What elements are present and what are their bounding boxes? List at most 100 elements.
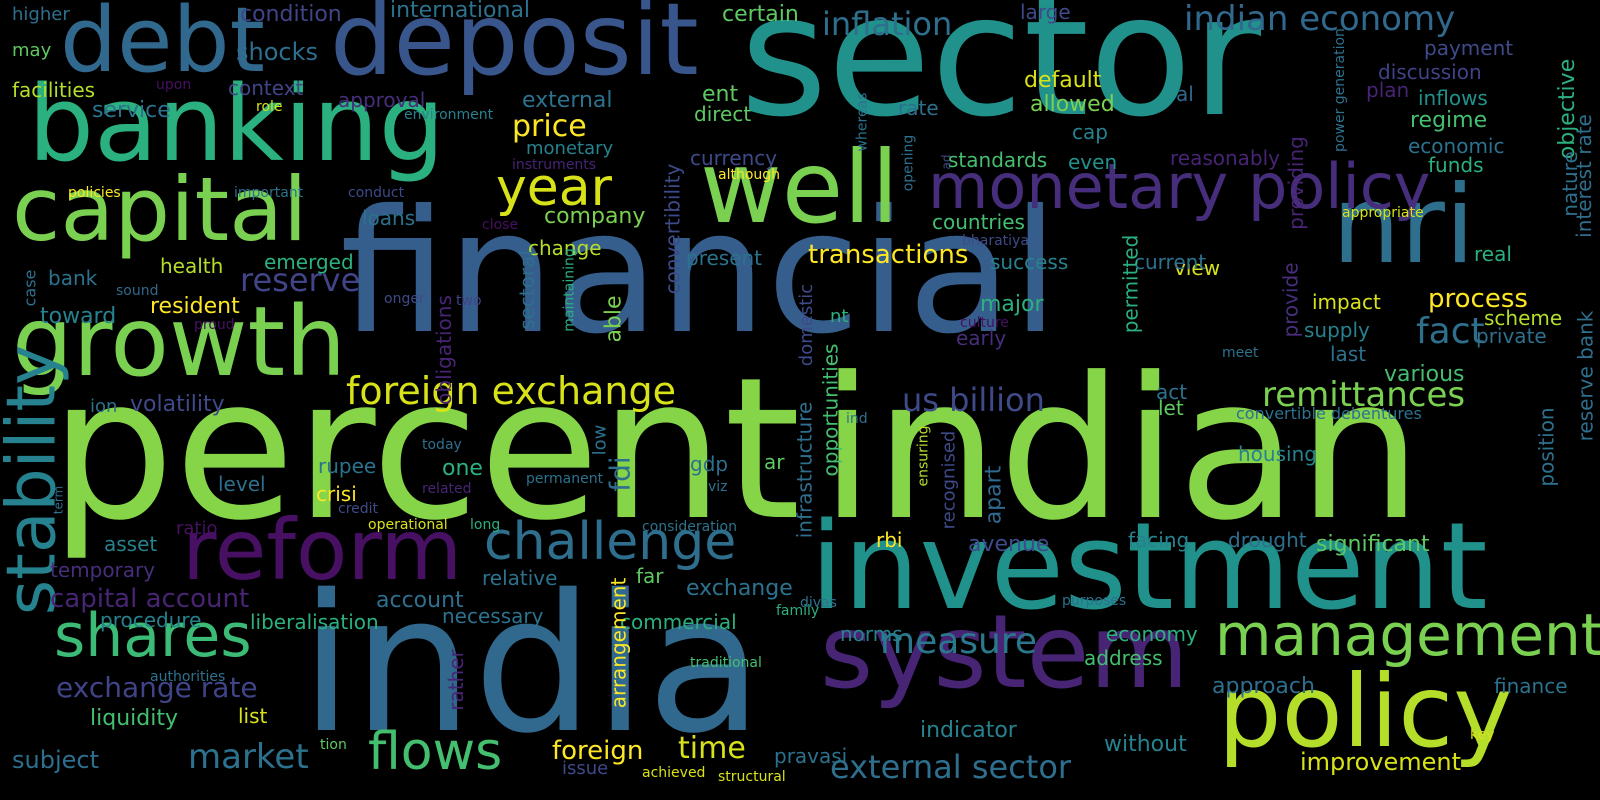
word-drought: drought xyxy=(1228,528,1307,552)
word-percent: percent xyxy=(50,336,801,564)
word-recognised: recognised xyxy=(937,430,959,530)
word-reserve-bank: reserve bank xyxy=(1572,310,1597,442)
word-even: even xyxy=(1068,150,1118,174)
word-purposes: purposes xyxy=(1062,593,1127,609)
word-monetary-policy: monetary policy xyxy=(928,150,1431,223)
word-reform: reform xyxy=(182,501,463,599)
word-interest-rate: interest rate xyxy=(1571,114,1596,238)
word-resident: resident xyxy=(150,294,240,319)
word-approach: approach xyxy=(1212,674,1315,699)
word-relative: relative xyxy=(482,566,558,590)
word-company: company xyxy=(544,204,646,229)
word-nri: nri xyxy=(1332,163,1475,288)
word-indian-economy: indian economy xyxy=(1184,0,1456,39)
word-level: level xyxy=(218,472,266,496)
word-remittances: remittances xyxy=(1262,375,1466,415)
word-toward: toward xyxy=(40,304,117,329)
word-process: process xyxy=(1428,284,1528,314)
word-ratio: ratio xyxy=(176,518,218,539)
word-ent: ent xyxy=(702,82,739,107)
word-term: term xyxy=(50,485,65,515)
word-foreign: foreign xyxy=(552,736,644,766)
word-volatility: volatility xyxy=(130,392,225,417)
word-commercial: commercial xyxy=(620,610,737,634)
word-proud: proud xyxy=(194,317,235,333)
word-economic: economic xyxy=(1408,134,1505,158)
word-various: various xyxy=(1384,362,1465,387)
word-shares: shares xyxy=(54,601,252,671)
word-norms: norms xyxy=(840,622,903,646)
word-ensuring: ensuring xyxy=(915,425,932,487)
word-reserve: reserve xyxy=(240,261,361,299)
word-direct: direct xyxy=(694,102,752,126)
word-system: system xyxy=(820,593,1189,712)
word-liquidity: liquidity xyxy=(90,706,178,731)
word-list: list xyxy=(238,704,268,728)
word-well: well xyxy=(700,129,899,246)
word-whereas: whereas xyxy=(853,92,870,152)
word-although: although xyxy=(718,167,781,183)
word-providing: providing xyxy=(1283,136,1308,230)
word-default: default xyxy=(1024,68,1102,93)
word-transactions: transactions xyxy=(808,240,969,270)
word-external: external xyxy=(522,88,613,113)
word-facing: facing xyxy=(1128,528,1190,552)
word-gdp: gdp xyxy=(690,452,729,476)
word-exchange: exchange xyxy=(686,576,793,601)
word-international: international xyxy=(390,0,531,23)
word-key: key xyxy=(1470,727,1495,743)
word-management: management xyxy=(1215,601,1600,669)
word-authorities: authorities xyxy=(150,669,226,685)
word-us-billion: us billion xyxy=(902,381,1045,419)
word-domestic: domestic xyxy=(796,283,818,367)
word-shocks: shocks xyxy=(236,38,318,66)
word-today: today xyxy=(422,437,462,453)
word-case: case xyxy=(19,269,39,307)
word-investment: investment xyxy=(810,498,1488,637)
word-approval: approval xyxy=(338,88,426,112)
word-infrastructure: infrastructure xyxy=(791,401,816,539)
word-funds: funds xyxy=(1428,153,1484,177)
word-regime: regime xyxy=(1410,108,1488,133)
word-permanent: permanent xyxy=(526,471,604,487)
word-convertibility: convertibility xyxy=(659,163,684,295)
word-rbi: rbi xyxy=(876,528,903,552)
word-asset: asset xyxy=(104,532,158,556)
word-context: context xyxy=(228,76,304,100)
word-time: time xyxy=(678,731,746,766)
word-address: address xyxy=(1084,646,1163,670)
word-related: related xyxy=(422,481,472,497)
word-appropriate: appropriate xyxy=(1342,205,1424,221)
word-payment: payment xyxy=(1424,36,1514,60)
word-temporary: temporary xyxy=(50,558,156,582)
word-environment: environment xyxy=(404,107,494,123)
word-low: low xyxy=(588,424,610,456)
word-higher: higher xyxy=(12,4,70,25)
word-finance: finance xyxy=(1494,674,1568,698)
word-indian: indian xyxy=(820,336,1422,564)
word-maintaining: maintaining xyxy=(561,248,578,332)
word-policy: policy xyxy=(1218,653,1513,770)
word-change: change xyxy=(528,236,602,260)
word-rupee: rupee xyxy=(318,454,377,478)
word-economy: economy xyxy=(1106,622,1198,646)
word-crisi: crisi xyxy=(316,482,357,506)
word-present: present xyxy=(686,246,763,270)
word-year: year xyxy=(496,158,613,218)
word-consideration: consideration xyxy=(642,519,737,535)
word-significant: significant xyxy=(1316,532,1430,557)
word-reasonably: reasonably xyxy=(1170,146,1281,170)
word-may: may xyxy=(12,40,52,61)
word-health: health xyxy=(160,254,224,278)
word-opening: opening xyxy=(899,134,916,192)
word-nt: nt xyxy=(830,306,849,327)
word-account: account xyxy=(376,588,464,613)
word-sectoral: sectoral xyxy=(514,250,539,330)
word-opportunities: opportunities xyxy=(817,343,842,477)
word-current: current xyxy=(1134,250,1207,274)
word-power-generation: power generation xyxy=(1331,28,1348,152)
word-price: price xyxy=(512,109,587,144)
word-plan: plan xyxy=(1366,78,1410,102)
word-financial: financial xyxy=(340,174,1059,372)
word-banking: banking xyxy=(28,63,445,185)
